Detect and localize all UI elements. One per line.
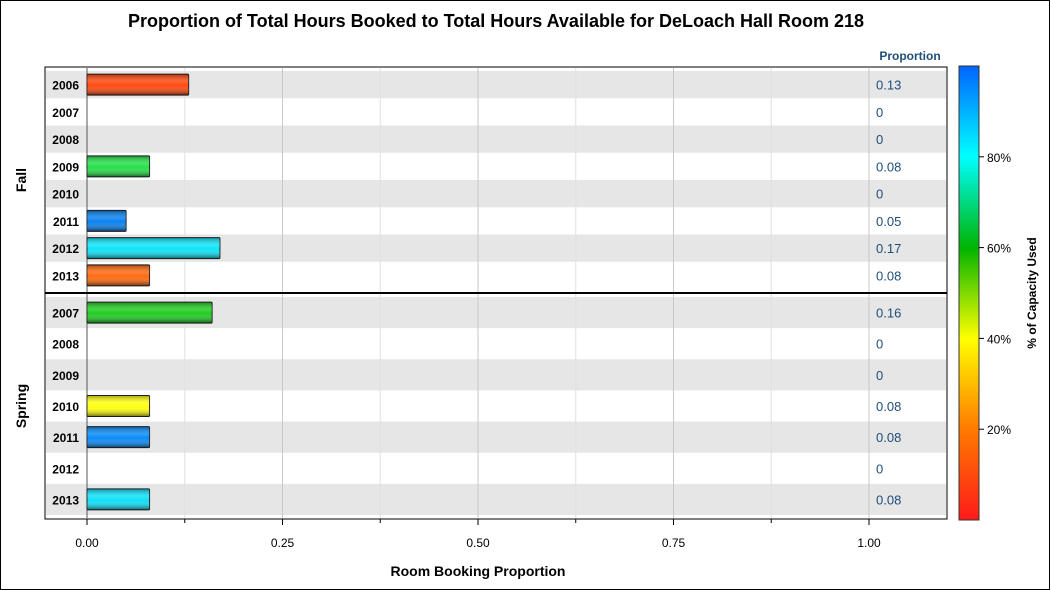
y-tick-label: 2009 <box>52 369 79 383</box>
y-tick-label: 2008 <box>52 133 79 147</box>
panel-label-spring: Spring <box>13 384 29 428</box>
data-label: 0 <box>876 368 883 383</box>
data-label: 0 <box>876 187 883 202</box>
data-label: 0.08 <box>876 159 901 174</box>
bar-shading <box>87 264 150 286</box>
colorbar-tick-label: 40% <box>987 332 1011 346</box>
data-label: 0.16 <box>876 306 901 321</box>
colorbar-tick-label: 60% <box>987 242 1011 256</box>
bar-shading <box>87 74 189 96</box>
data-label: 0 <box>876 105 883 120</box>
x-axis-label: Room Booking Proportion <box>391 563 566 579</box>
y-tick-label: 2013 <box>52 493 79 507</box>
x-tick-label: 1.00 <box>857 536 881 550</box>
colorbar-tick-label: 80% <box>987 151 1011 165</box>
data-label: 0.05 <box>876 214 901 229</box>
row-band <box>46 421 946 453</box>
data-label: 0.13 <box>876 78 901 93</box>
row-band <box>46 359 946 391</box>
y-tick-label: 2008 <box>52 338 79 352</box>
x-tick-label: 0.00 <box>75 536 99 550</box>
bar-shading <box>87 237 220 259</box>
chart-title: Proportion of Total Hours Booked to Tota… <box>127 11 865 31</box>
colorbar-tick-label: 20% <box>987 423 1011 437</box>
row-band <box>46 180 946 208</box>
bar-shading <box>87 488 150 510</box>
data-label: 0.08 <box>876 399 901 414</box>
data-label: 0.17 <box>876 241 901 256</box>
value-column-header: Proportion <box>879 49 940 63</box>
bar-shading <box>87 210 127 232</box>
panel-label-fall: Fall <box>13 168 29 192</box>
y-tick-label: 2010 <box>52 400 79 414</box>
data-label: 0 <box>876 461 883 476</box>
data-label: 0.08 <box>876 268 901 283</box>
row-band <box>46 125 946 153</box>
data-label: 0.08 <box>876 492 901 507</box>
bar-shading <box>87 155 150 177</box>
y-tick-label: 2013 <box>52 269 79 283</box>
row-band <box>46 483 946 515</box>
y-tick-label: 2012 <box>52 462 79 476</box>
y-tick-label: 2009 <box>52 160 79 174</box>
data-label: 0 <box>876 132 883 147</box>
data-label: 0 <box>876 337 883 352</box>
y-tick-label: 2011 <box>53 431 79 445</box>
colorbar-label: % of Capacity Used <box>1025 237 1039 348</box>
y-tick-label: 2007 <box>52 106 79 120</box>
x-tick-label: 0.75 <box>662 536 686 550</box>
y-tick-label: 2006 <box>52 79 79 93</box>
y-tick-label: 2011 <box>53 215 79 229</box>
x-tick-label: 0.50 <box>466 536 490 550</box>
x-tick-label: 0.25 <box>271 536 295 550</box>
y-tick-label: 2012 <box>52 242 79 256</box>
bar-shading <box>87 395 150 417</box>
row-band <box>46 71 946 99</box>
data-label: 0.08 <box>876 430 901 445</box>
y-tick-label: 2010 <box>52 188 79 202</box>
colorbar <box>958 65 980 521</box>
bar-shading <box>87 426 150 448</box>
bar-shading <box>87 302 213 324</box>
y-tick-label: 2007 <box>52 307 79 321</box>
